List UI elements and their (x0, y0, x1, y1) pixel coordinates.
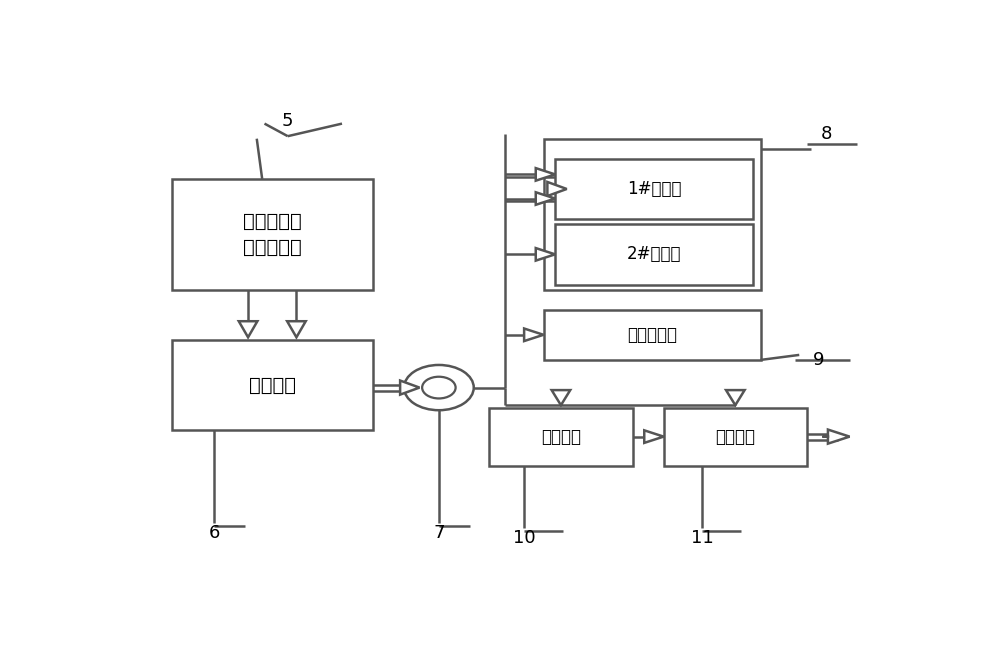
Text: 7: 7 (433, 524, 445, 543)
FancyArrow shape (547, 182, 567, 196)
Text: 8: 8 (821, 125, 832, 143)
FancyArrow shape (287, 321, 306, 338)
FancyArrow shape (400, 381, 420, 394)
Bar (555, 224, 753, 285)
Bar (664, 407, 807, 466)
Text: 皮带脱水机
汽水分离器: 皮带脱水机 汽水分离器 (243, 212, 302, 257)
Text: 11: 11 (691, 530, 714, 547)
FancyArrow shape (239, 321, 257, 338)
Text: 清水池一: 清水池一 (715, 428, 755, 445)
Bar (544, 310, 761, 360)
FancyArrow shape (552, 390, 570, 405)
FancyArrow shape (726, 390, 745, 405)
Bar (172, 179, 373, 289)
FancyArrow shape (536, 192, 555, 205)
FancyArrow shape (524, 328, 544, 341)
FancyArrow shape (536, 168, 555, 181)
Text: 1#吸收塔: 1#吸收塔 (627, 180, 681, 198)
Text: 2#吸收塔: 2#吸收塔 (627, 246, 681, 263)
Text: 废水旋流器: 废水旋流器 (627, 326, 677, 343)
Text: 10: 10 (513, 530, 535, 547)
Text: 5: 5 (282, 112, 294, 130)
Text: 6: 6 (208, 524, 220, 543)
Bar (544, 138, 761, 289)
Bar (172, 340, 373, 430)
Bar (555, 159, 753, 219)
Bar (489, 407, 633, 466)
FancyArrow shape (822, 430, 850, 443)
Text: 9: 9 (813, 351, 824, 369)
FancyArrow shape (536, 248, 555, 261)
FancyArrow shape (644, 430, 664, 443)
Text: 回收水池: 回收水池 (249, 375, 296, 394)
Text: 澄清池一: 澄清池一 (541, 428, 581, 445)
